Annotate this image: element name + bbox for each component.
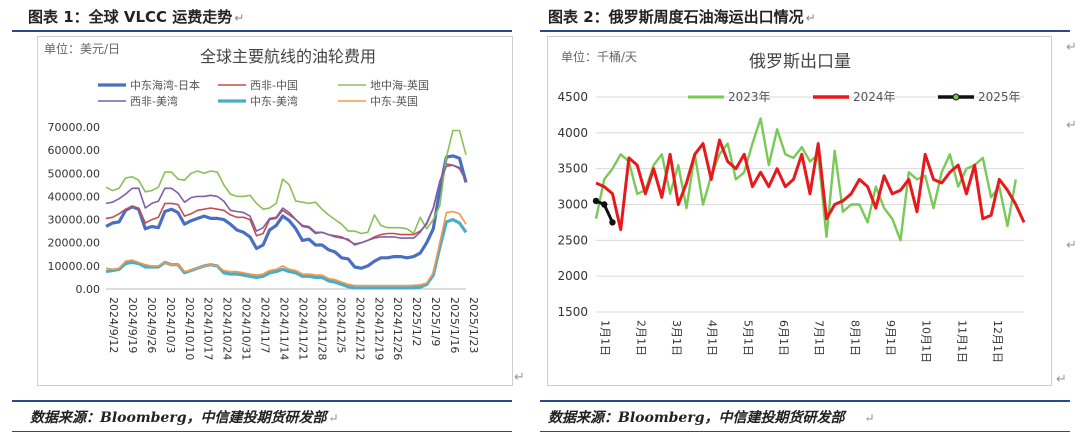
x-tick-label: 2024/12/12 bbox=[353, 297, 366, 360]
x-tick-label: 2024/10/24 bbox=[221, 297, 234, 360]
y-tick-label: 4000 bbox=[557, 126, 588, 140]
figure-1-source: 数据来源：Bloomberg，中信建投期货研发部 ↵ bbox=[30, 410, 339, 426]
chart-title: 俄罗斯出口量 bbox=[749, 52, 851, 72]
return-mark: ↵ bbox=[514, 370, 525, 385]
x-tick-label: 2025/1/9 bbox=[429, 297, 442, 346]
y-tick-label: 0.00 bbox=[76, 283, 101, 296]
x-tick-label: 9月1日 bbox=[884, 320, 897, 356]
series-line bbox=[105, 218, 468, 290]
x-tick-label: 2024/10/10 bbox=[183, 297, 196, 360]
y-tick-label: 2500 bbox=[557, 233, 588, 247]
x-tick-label: 2024/10/17 bbox=[202, 297, 215, 360]
x-tick-label: 11月1日 bbox=[955, 320, 968, 363]
y-tick-label: 40000.00 bbox=[48, 190, 101, 203]
return-mark: ↵ bbox=[1066, 238, 1077, 253]
y-tick-label: 2000 bbox=[557, 269, 588, 283]
legend-marker bbox=[952, 93, 960, 101]
x-tick-label: 10月1日 bbox=[920, 320, 933, 363]
return-mark: ↵ bbox=[1066, 118, 1077, 133]
x-tick-label: 2024/12/26 bbox=[391, 297, 404, 360]
figure-2-top-rule bbox=[540, 30, 1070, 32]
x-tick-label: 2024/11/7 bbox=[259, 297, 272, 353]
x-tick-label: 2025/1/2 bbox=[410, 297, 423, 346]
x-tick-label: 12月1日 bbox=[991, 320, 1004, 363]
unit-label: 单位：千桶/天 bbox=[561, 49, 637, 64]
figure-1-bottom-rule bbox=[12, 400, 512, 402]
figure-1-footer-rule bbox=[12, 431, 512, 432]
x-tick-label: 2024/10/3 bbox=[164, 297, 177, 353]
y-tick-label: 30000.00 bbox=[48, 214, 101, 227]
y-tick-label: 1500 bbox=[557, 305, 588, 319]
y-tick-label: 3000 bbox=[557, 198, 588, 212]
y-tick-label: 3500 bbox=[557, 162, 588, 176]
x-tick-label: 2025/1/23 bbox=[467, 297, 480, 353]
x-tick-label: 2024/9/12 bbox=[107, 297, 120, 353]
chart-title: 全球主要航线的油轮费用 bbox=[200, 47, 376, 66]
x-tick-label: 2024/12/5 bbox=[334, 297, 347, 353]
x-tick-label: 8月1日 bbox=[848, 320, 861, 356]
figure-1-top-rule bbox=[12, 30, 512, 32]
x-tick-label: 6月1日 bbox=[777, 320, 790, 356]
return-mark: ↵ bbox=[1056, 372, 1067, 387]
y-tick-label: 4500 bbox=[557, 90, 588, 104]
x-tick-label: 2024/10/31 bbox=[240, 297, 253, 360]
x-tick-label: 2024/11/21 bbox=[296, 297, 309, 360]
x-tick-label: 7月1日 bbox=[813, 320, 826, 356]
legend-label: 西非-美湾 bbox=[130, 94, 178, 108]
unit-label: 单位：美元/日 bbox=[44, 41, 120, 56]
chart-2-panel: 单位：千桶/天 俄罗斯出口量 1500 2000 2500 3000 3500 4000 450… bbox=[547, 36, 1052, 386]
x-tick-label: 3月1日 bbox=[670, 320, 683, 356]
figure-2-bottom-rule bbox=[540, 400, 1070, 402]
x-tick-label: 1月1日 bbox=[599, 320, 612, 356]
figure-2-source: 数据来源：Bloomberg，中信建投期货研发部 ↵ bbox=[548, 410, 875, 426]
x-tick-label: 2024/11/14 bbox=[278, 297, 291, 360]
y-tick-label: 50000.00 bbox=[48, 167, 101, 180]
data-point bbox=[609, 219, 616, 226]
series-line bbox=[105, 129, 467, 235]
x-tick-label: 2024/9/19 bbox=[126, 297, 139, 353]
legend-label: 2024年 bbox=[853, 90, 896, 104]
legend-label: 2025年 bbox=[978, 90, 1021, 104]
data-point bbox=[601, 201, 608, 208]
chart-1-panel: 单位：美元/日 全球主要航线的油轮费用 中东海湾-日本 西非-中国 地中海-英国西非-美… bbox=[37, 36, 513, 386]
x-tick-label: 2024/12/19 bbox=[372, 297, 385, 360]
y-tick-label: 70000.00 bbox=[48, 121, 101, 134]
chart-2-svg: 单位：千桶/天 俄罗斯出口量 1500 2000 2500 3000 3500 4000 450… bbox=[557, 49, 1026, 363]
series-line bbox=[105, 164, 467, 246]
figure-2-title: 图表 2：俄罗斯周度石油海运出口情况 ↵ bbox=[548, 8, 816, 26]
x-tick-label: 5月1日 bbox=[741, 320, 754, 356]
data-point bbox=[592, 197, 600, 205]
legend-label: 地中海-英国 bbox=[370, 78, 429, 92]
series-line bbox=[595, 138, 1026, 232]
y-tick-label: 20000.00 bbox=[48, 237, 101, 250]
x-tick-label: 2月1日 bbox=[634, 320, 647, 356]
x-tick-label: 2024/11/28 bbox=[315, 297, 328, 360]
x-tick-label: 2024/9/26 bbox=[145, 297, 158, 353]
y-tick-label: 10000.00 bbox=[48, 260, 101, 273]
series-line bbox=[105, 210, 467, 287]
legend-label: 西非-中国 bbox=[250, 79, 298, 92]
return-mark: ↵ bbox=[1066, 40, 1077, 55]
legend-label: 中东海湾-日本 bbox=[130, 78, 200, 92]
series-line bbox=[105, 163, 467, 245]
legend-label: 中东-英国 bbox=[370, 94, 418, 108]
x-tick-label: 2025/1/16 bbox=[448, 297, 461, 353]
y-tick-label: 60000.00 bbox=[48, 144, 101, 157]
legend-label: 中东-美湾 bbox=[250, 94, 298, 108]
legend-label: 2023年 bbox=[728, 90, 771, 104]
figure-1-title: 图表 1：全球 VLCC 运费走势 ↵ bbox=[28, 8, 245, 26]
series-line bbox=[105, 154, 468, 270]
figure-2-footer-rule bbox=[540, 431, 1070, 432]
x-tick-label: 4月1日 bbox=[706, 320, 719, 356]
